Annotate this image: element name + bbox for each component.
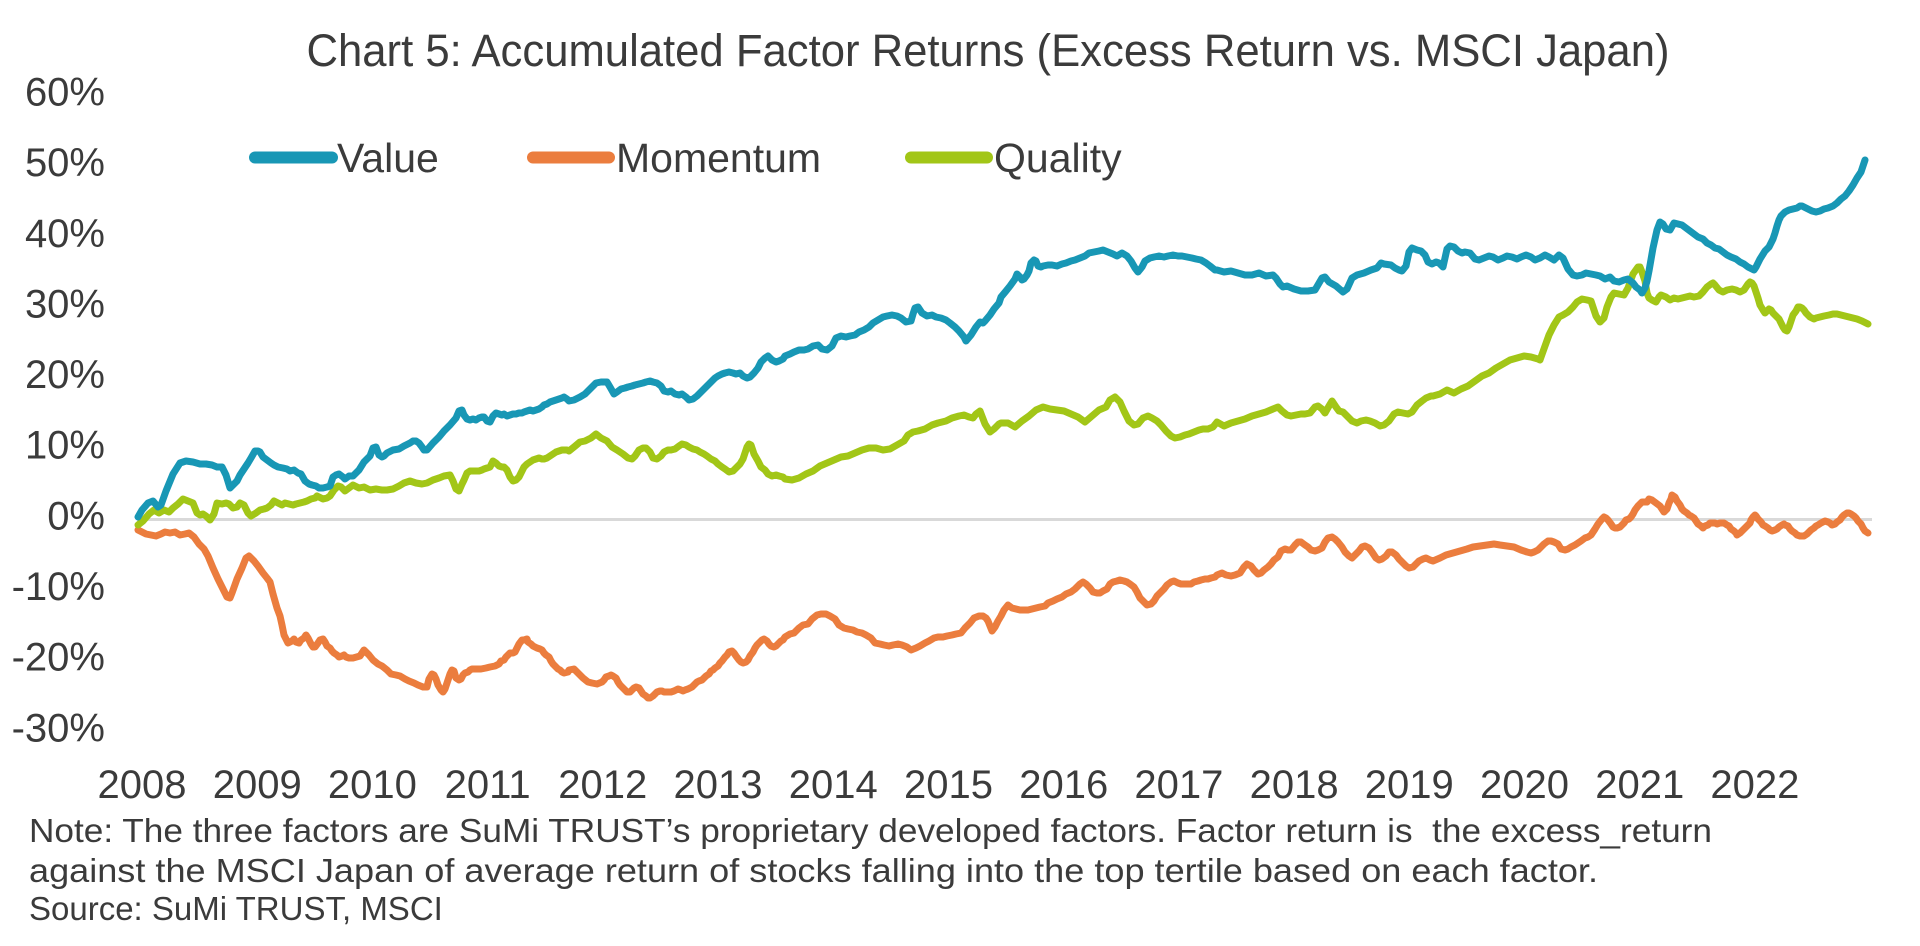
svg-text:-20%: -20% — [12, 636, 105, 680]
svg-text:Quality: Quality — [994, 135, 1122, 181]
svg-text:2017: 2017 — [1134, 763, 1223, 807]
svg-text:-30%: -30% — [12, 706, 105, 750]
svg-text:2018: 2018 — [1250, 763, 1339, 807]
svg-text:2012: 2012 — [558, 763, 647, 807]
svg-text:50%: 50% — [25, 141, 105, 185]
svg-text:30%: 30% — [25, 282, 105, 326]
svg-text:Value: Value — [337, 135, 439, 181]
svg-text:60%: 60% — [25, 71, 105, 115]
svg-text:2011: 2011 — [445, 763, 531, 807]
svg-text:2008: 2008 — [98, 763, 187, 807]
svg-text:against the MSCI Japan of aver: against the MSCI Japan of average return… — [29, 852, 1598, 889]
svg-text:2010: 2010 — [328, 763, 417, 807]
svg-text:2014: 2014 — [789, 763, 878, 807]
svg-text:20%: 20% — [25, 353, 105, 397]
svg-text:Source: SuMi TRUST, MSCI: Source: SuMi TRUST, MSCI — [29, 890, 443, 927]
svg-text:Note: The three factors are Su: Note: The three factors are SuMi TRUST’s… — [29, 812, 1712, 849]
svg-text:Chart 5: Accumulated Factor Re: Chart 5: Accumulated Factor Returns (Exc… — [307, 25, 1670, 76]
svg-text:2016: 2016 — [1019, 763, 1108, 807]
svg-text:2009: 2009 — [213, 763, 302, 807]
svg-text:0%: 0% — [47, 494, 105, 538]
svg-text:Momentum: Momentum — [616, 135, 821, 181]
svg-text:-10%: -10% — [12, 565, 105, 609]
svg-text:2015: 2015 — [904, 763, 993, 807]
svg-text:2019: 2019 — [1365, 763, 1454, 807]
svg-text:2021: 2021 — [1595, 763, 1684, 807]
svg-text:40%: 40% — [25, 212, 105, 256]
svg-text:10%: 10% — [25, 424, 105, 468]
svg-text:2022: 2022 — [1710, 763, 1799, 807]
svg-text:2013: 2013 — [674, 763, 763, 807]
svg-text:2020: 2020 — [1480, 763, 1569, 807]
